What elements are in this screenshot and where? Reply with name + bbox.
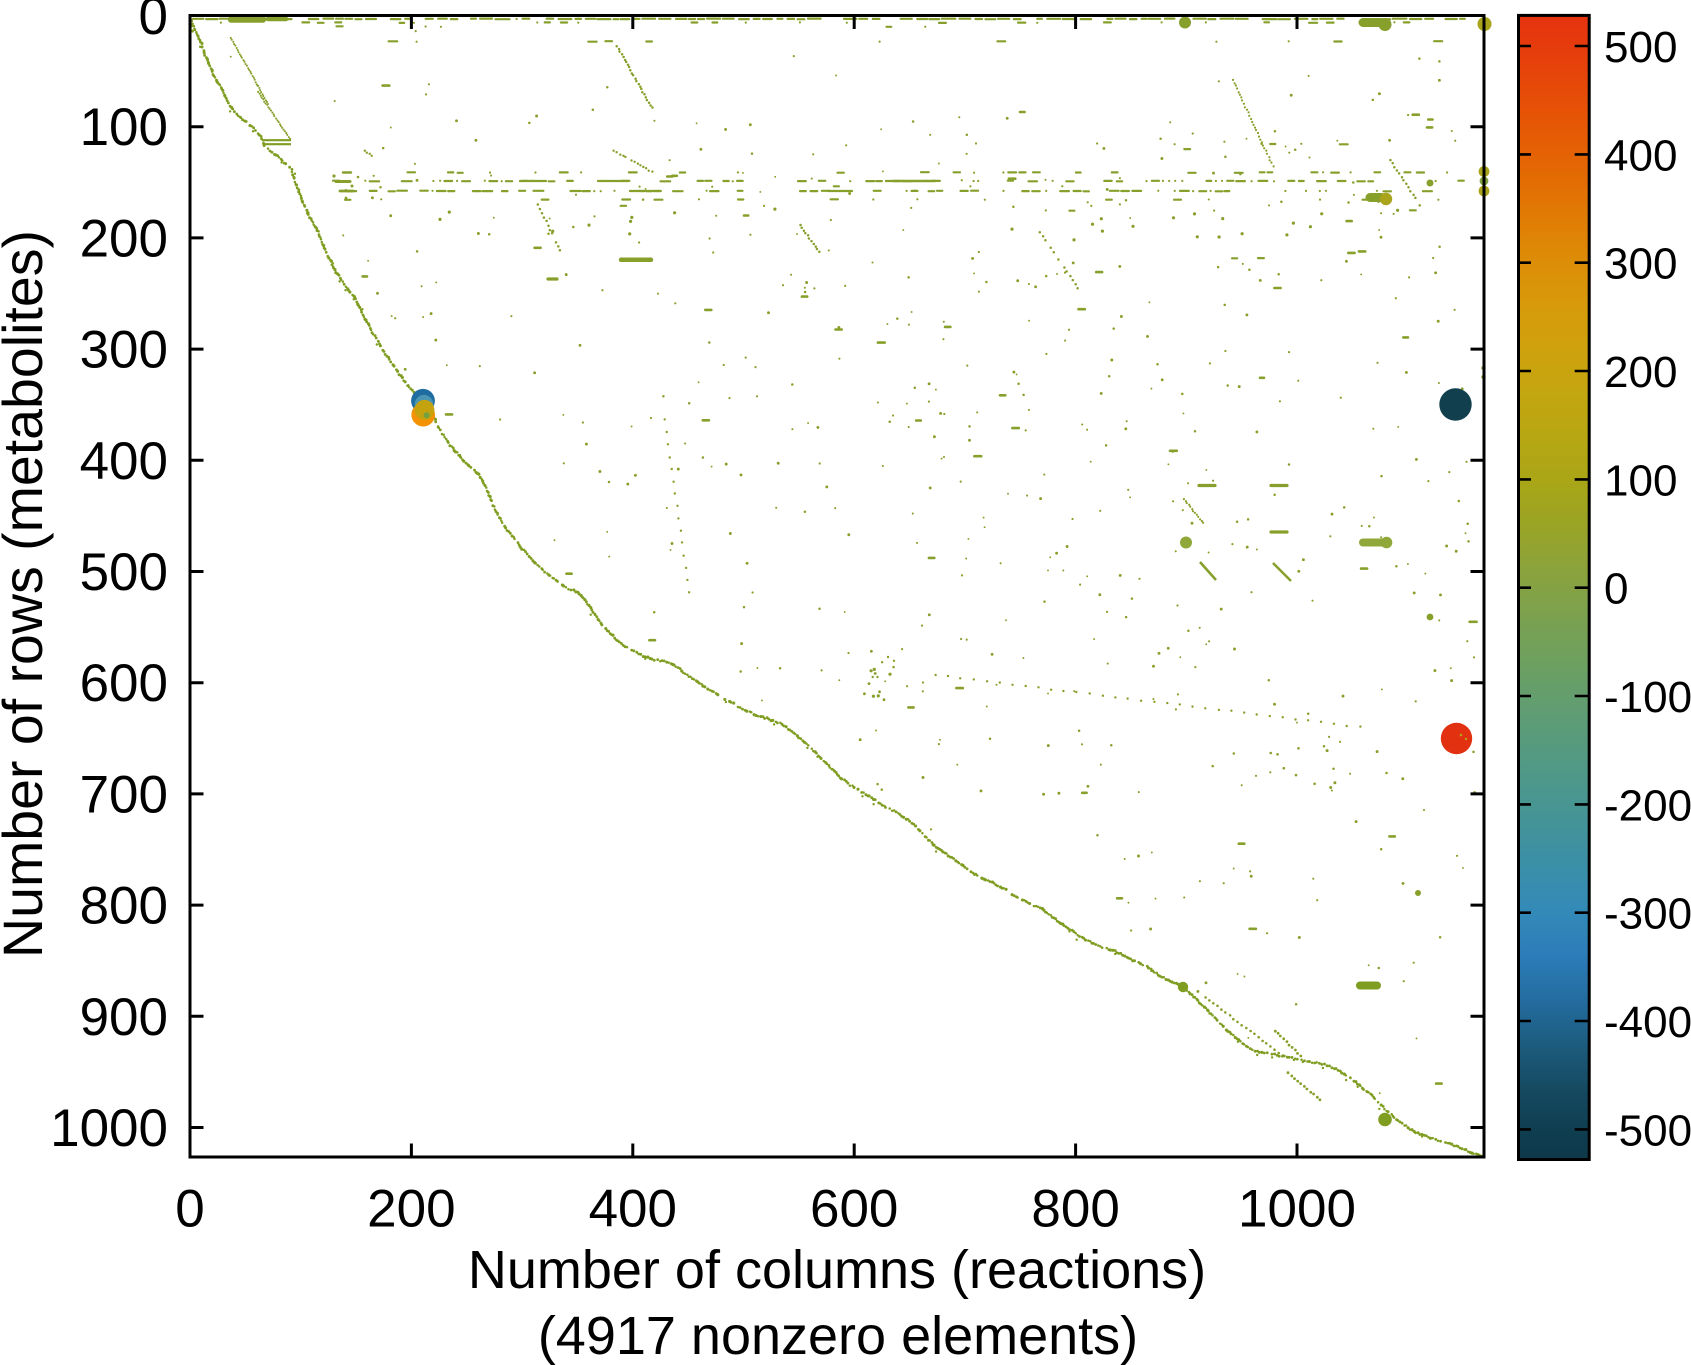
svg-text:400: 400 — [589, 1180, 677, 1239]
svg-text:400: 400 — [1604, 131, 1677, 180]
svg-text:500: 500 — [1604, 23, 1677, 72]
svg-text:-200: -200 — [1604, 781, 1691, 830]
svg-text:Number of columns (reactions): Number of columns (reactions) — [468, 1240, 1206, 1300]
svg-text:500: 500 — [80, 543, 168, 602]
svg-text:-300: -300 — [1604, 890, 1691, 939]
svg-text:100: 100 — [80, 98, 168, 157]
svg-text:1000: 1000 — [1238, 1180, 1356, 1239]
svg-text:(4917 nonzero elements): (4917 nonzero elements) — [538, 1306, 1138, 1365]
svg-text:800: 800 — [80, 877, 168, 936]
svg-text:-100: -100 — [1604, 673, 1691, 722]
svg-text:300: 300 — [80, 321, 168, 380]
svg-text:0: 0 — [175, 1180, 204, 1239]
svg-text:1000: 1000 — [50, 1099, 168, 1158]
svg-text:700: 700 — [80, 765, 168, 824]
svg-text:200: 200 — [1604, 348, 1677, 397]
svg-text:Number of rows (metabolites): Number of rows (metabolites) — [0, 230, 54, 958]
svg-text:200: 200 — [80, 209, 168, 268]
svg-text:-500: -500 — [1604, 1106, 1691, 1155]
svg-text:-400: -400 — [1604, 998, 1691, 1047]
svg-text:400: 400 — [80, 432, 168, 491]
svg-text:0: 0 — [1604, 565, 1628, 614]
svg-text:800: 800 — [1031, 1180, 1119, 1239]
svg-text:100: 100 — [1604, 456, 1677, 505]
svg-text:300: 300 — [1604, 240, 1677, 289]
svg-text:900: 900 — [80, 988, 168, 1047]
svg-text:600: 600 — [80, 654, 168, 713]
svg-text:200: 200 — [367, 1180, 455, 1239]
svg-text:0: 0 — [139, 0, 168, 46]
svg-text:600: 600 — [810, 1180, 898, 1239]
